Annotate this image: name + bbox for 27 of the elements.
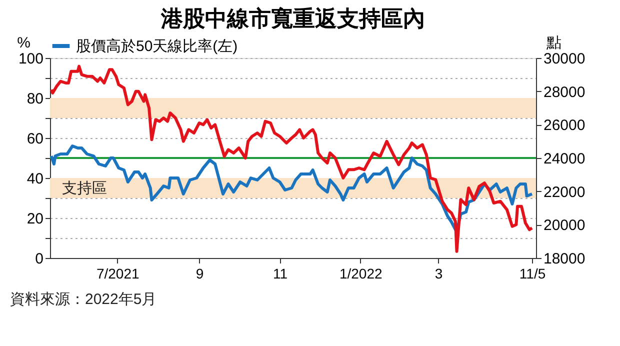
y2-tick-label: 18000: [544, 250, 586, 268]
y-tick-label: 80: [26, 90, 44, 108]
chart-title: 港股中線市寬重返支持區內: [160, 6, 425, 31]
x-tick-label: 3: [434, 266, 443, 282]
y2-tick-label: 22000: [544, 184, 586, 201]
y-tick-label: 60: [26, 130, 44, 148]
y2-axis-title: 點: [546, 34, 562, 52]
y-axis-title: %: [17, 34, 30, 52]
y-tick-label: 0: [35, 250, 44, 268]
y2-tick-label: 28000: [544, 84, 586, 101]
legend-label: 股價高於50天線比率(左): [76, 38, 238, 55]
y2-tick-label: 26000: [544, 117, 586, 134]
x-tick-label: 11: [273, 266, 288, 282]
x-tick-label: 1/2022: [339, 266, 382, 282]
y2-tick-label: 20000: [544, 217, 586, 234]
source-note: 資料來源：2022年5月: [10, 291, 157, 308]
y-tick-label: 40: [26, 170, 44, 188]
y2-tick-label: 24000: [544, 150, 586, 168]
y-tick-label: 20: [26, 210, 44, 228]
x-tick-label: 9: [196, 266, 204, 282]
band-label: 支持區: [62, 180, 107, 197]
y-tick-label: 100: [18, 50, 44, 68]
y2-tick-label: 30000: [544, 50, 586, 68]
x-tick-label: 7/2021: [96, 266, 140, 282]
line-series: [50, 144, 534, 234]
line-series: [50, 64, 534, 253]
x-tick-label: 11/5: [519, 266, 546, 282]
